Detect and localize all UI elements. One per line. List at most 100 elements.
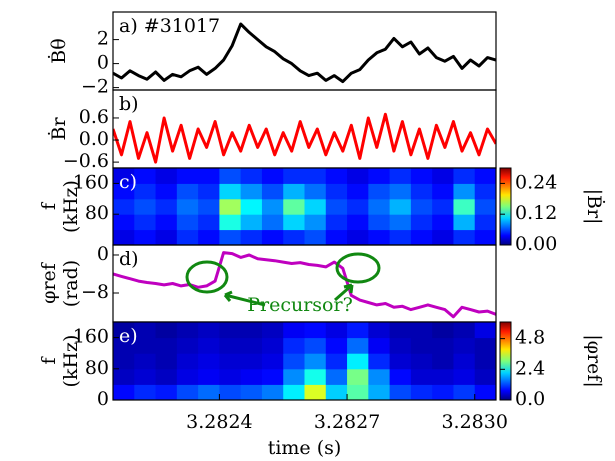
heat-cell [432,337,454,354]
heat-cell [176,368,199,385]
heat-cell [240,337,263,354]
heat-cell [198,322,220,339]
heat-cell [261,214,284,231]
colorbar-tick-label: 4.8 [515,327,545,349]
heat-cell [432,229,454,245]
heat-cell [134,337,157,354]
y-axis-label: (kHz) [60,180,82,233]
y-tick-label: 0 [97,52,109,74]
heat-cell [219,322,242,339]
heat-cell [283,384,305,400]
heat-cell [261,198,284,215]
heat-cell [261,353,284,370]
heat-cell [474,368,496,385]
heat-cell [198,214,220,231]
heat-cell [368,368,391,385]
heat-cell [283,229,305,245]
heat-cell [261,229,284,245]
heat-cell [474,183,496,200]
heat-cell [474,198,496,215]
heat-cell [410,183,433,200]
heat-cell [176,214,199,231]
heat-cell [325,322,348,339]
heat-cell [368,229,391,245]
x-tick-label: 3.2827 [314,411,380,433]
heat-cell [347,368,369,385]
heat-cell [389,322,412,339]
heat-cell [410,214,433,231]
y-tick-label: 0.0 [79,128,109,150]
heat-cell [155,337,178,354]
heat-cell [347,353,369,370]
panel [113,168,496,245]
heat-cell [389,384,412,400]
heat-cell [325,198,348,215]
heat-cell [410,337,433,354]
heat-cell [219,183,242,200]
heat-cell [389,353,412,370]
y-axis-label: Ḃr [47,117,70,141]
y-tick-label: 0 [97,388,109,410]
heat-cell [304,368,327,385]
y-tick-label: 2 [97,28,109,50]
heat-cell [198,229,220,245]
heat-cell [176,337,199,354]
heat-cell [134,322,157,339]
circle [185,260,229,294]
heat-cell [176,183,199,200]
arrow [334,283,354,302]
heat-cell [283,168,305,184]
y-axis-label: (rad) [60,260,82,307]
heat-cell [453,384,476,400]
y-axis-label: Ḃθ [47,38,70,63]
heat-cell [198,198,220,215]
heat-cell [240,214,263,231]
heat-cell [219,384,242,400]
colorbar-label: |φref| [583,334,605,387]
heat-cell [198,353,220,370]
heat-cell [368,198,391,215]
heat-cell [347,168,369,184]
heat-cell [368,214,391,231]
panel [113,112,496,164]
heat-cell [347,198,369,215]
heat-cell [474,384,496,400]
y-axis-label: φref [38,261,60,304]
precursor-markers [185,252,381,307]
heat-cell [474,214,496,231]
heat-cell [474,168,496,184]
y-tick-label: 80 [85,357,109,379]
panel [113,322,496,400]
heat-cell [304,198,327,215]
x-tick-label: 3.2824 [186,411,252,433]
heat-cell [176,384,199,400]
heat-cell [134,168,157,184]
heat-cell [219,353,242,370]
heat-cell [432,368,454,385]
heat-cell [368,183,391,200]
heat-cell [240,322,263,339]
heat-cell [304,384,327,400]
y-axis-label: (kHz) [60,335,82,388]
heat-cell [155,198,178,215]
arrow [223,290,266,307]
heat-cell [347,229,369,245]
heat-cell [113,183,135,200]
heat-cell [283,337,305,354]
heat-cell [219,368,242,385]
heat-cell [198,337,220,354]
heat-cell [155,368,178,385]
heat-cell [113,229,135,245]
heat-cell [240,353,263,370]
heat-cell [432,168,454,184]
heat-cell [389,229,412,245]
heat-cell [219,168,242,184]
panel-annotation: c) [119,171,137,193]
heat-cell [389,337,412,354]
heat-cell [134,214,157,231]
heat-cell [474,229,496,245]
heat-cell [261,168,284,184]
heat-cell [261,322,284,339]
heat-cell [304,183,327,200]
